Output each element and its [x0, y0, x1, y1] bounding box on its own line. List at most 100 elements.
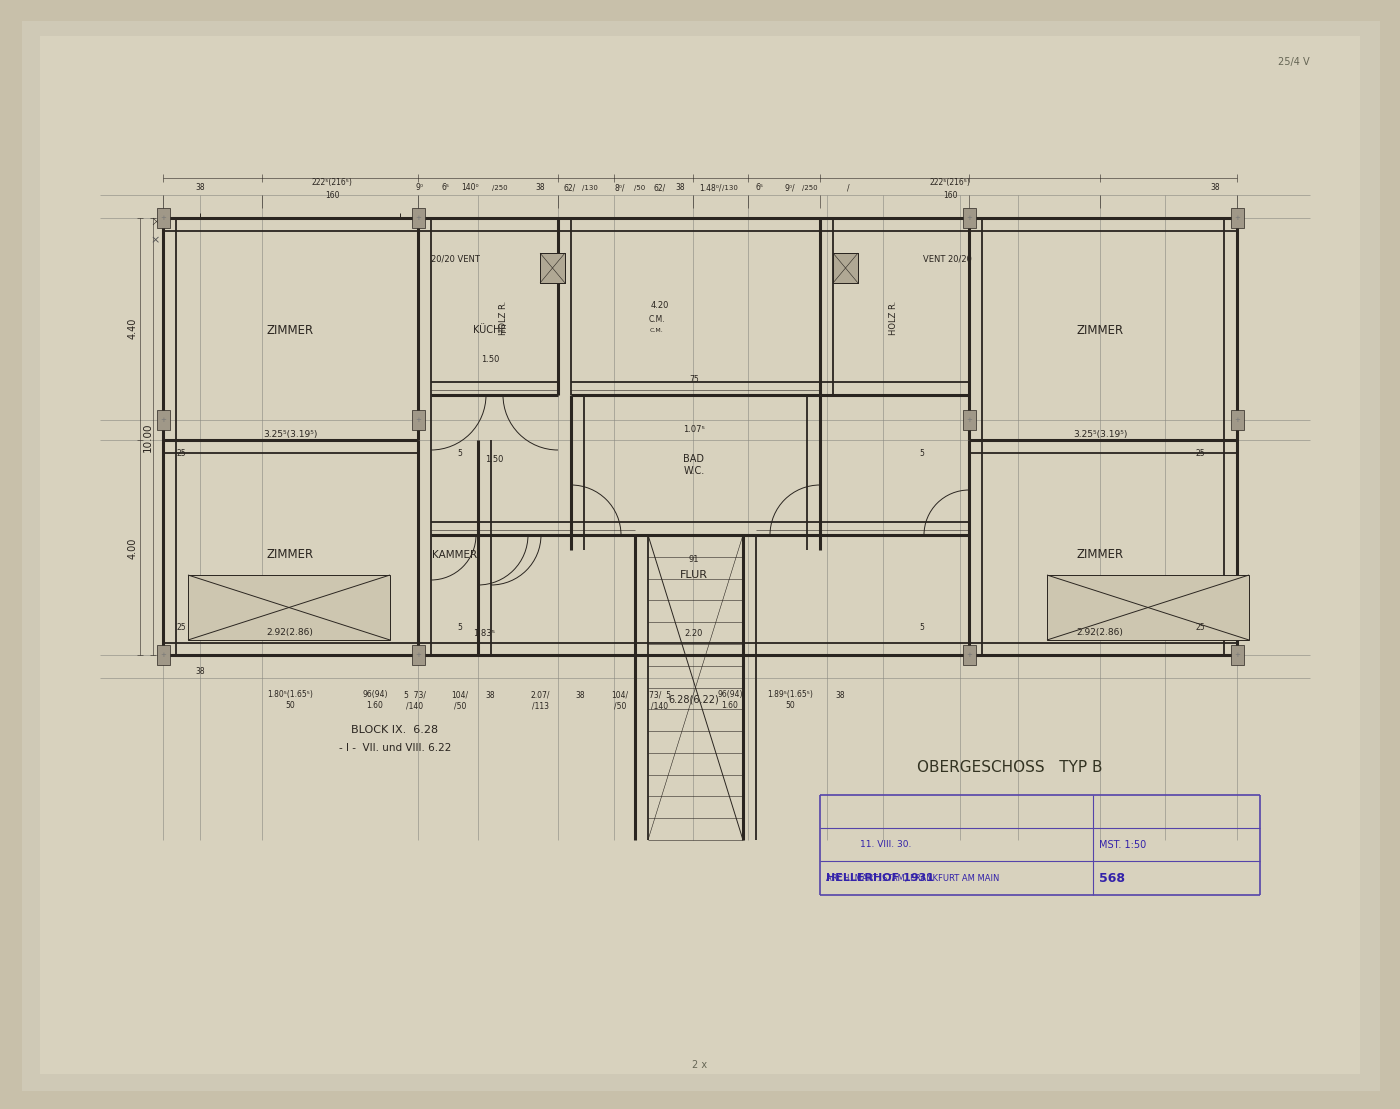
- Text: 5: 5: [920, 448, 924, 458]
- Text: 38: 38: [535, 183, 545, 193]
- Bar: [412, 645, 426, 665]
- Text: 25/4 V: 25/4 V: [1278, 57, 1310, 67]
- Bar: [1231, 645, 1245, 665]
- Text: 38: 38: [195, 668, 204, 676]
- Text: HELLERHOF 1931: HELLERHOF 1931: [826, 873, 934, 883]
- Bar: [1047, 574, 1249, 640]
- Text: OBERGESCHOSS   TYP B: OBERGESCHOSS TYP B: [917, 761, 1103, 775]
- Text: 1.50: 1.50: [484, 456, 503, 465]
- Text: 6.28(6.22): 6.28(6.22): [669, 695, 720, 705]
- Text: 9⁰: 9⁰: [416, 183, 424, 193]
- Text: /50: /50: [634, 185, 645, 191]
- Text: 5: 5: [458, 448, 462, 458]
- Text: FLUR: FLUR: [680, 570, 708, 580]
- Bar: [1231, 208, 1245, 228]
- Bar: [157, 645, 169, 665]
- Text: /140: /140: [651, 702, 669, 711]
- Text: /50: /50: [613, 702, 626, 711]
- Text: +: +: [966, 417, 972, 423]
- Text: - I -  VII. und VIII. 6.22: - I - VII. und VIII. 6.22: [339, 743, 451, 753]
- Text: 75: 75: [689, 376, 699, 385]
- Text: ×: ×: [150, 235, 160, 245]
- Text: 1.07⁵: 1.07⁵: [683, 426, 706, 435]
- Text: C.M.: C.M.: [648, 315, 665, 325]
- Text: 1.89⁵(1.65⁵): 1.89⁵(1.65⁵): [767, 691, 813, 700]
- Text: 104/: 104/: [451, 691, 469, 700]
- Text: 25: 25: [176, 623, 186, 632]
- Bar: [540, 253, 566, 283]
- Text: 73/  5: 73/ 5: [650, 691, 671, 700]
- Text: +: +: [414, 652, 421, 658]
- Text: +: +: [1233, 417, 1240, 423]
- Bar: [540, 253, 566, 283]
- Text: ZIMMER: ZIMMER: [266, 324, 314, 336]
- Bar: [833, 253, 858, 283]
- Text: ZIMMER: ZIMMER: [266, 549, 314, 561]
- Text: ZIMMER: ZIMMER: [1077, 549, 1124, 561]
- Text: 38: 38: [675, 183, 685, 193]
- Text: 96(94): 96(94): [363, 691, 388, 700]
- Text: +: +: [160, 652, 167, 658]
- Text: 222⁵(216⁵): 222⁵(216⁵): [930, 179, 970, 187]
- Text: /: /: [847, 183, 850, 193]
- Text: BAD
W.C.: BAD W.C.: [683, 455, 704, 476]
- Text: 6⁵: 6⁵: [756, 183, 764, 193]
- Text: 38: 38: [486, 691, 494, 700]
- Text: 96(94): 96(94): [717, 691, 743, 700]
- Text: VENT 20/20: VENT 20/20: [923, 254, 972, 264]
- Text: 1.60: 1.60: [721, 702, 738, 711]
- Text: 38: 38: [1210, 183, 1219, 193]
- Text: 25: 25: [176, 448, 186, 458]
- Text: 5: 5: [920, 623, 924, 632]
- Text: /130: /130: [582, 185, 598, 191]
- Text: KAMMER: KAMMER: [433, 550, 477, 560]
- Text: +: +: [1233, 652, 1240, 658]
- Text: 104/: 104/: [612, 691, 629, 700]
- Text: 2.92(2.86): 2.92(2.86): [266, 629, 314, 638]
- Bar: [412, 410, 426, 430]
- Bar: [157, 410, 169, 430]
- Text: 4.40: 4.40: [127, 317, 139, 338]
- Text: 568: 568: [1099, 872, 1124, 885]
- Text: 91: 91: [689, 556, 699, 564]
- Text: 50: 50: [286, 702, 295, 711]
- Text: 9⁰/: 9⁰/: [784, 183, 795, 193]
- Bar: [963, 410, 976, 430]
- Text: 3.25⁵(3.19⁵): 3.25⁵(3.19⁵): [1072, 430, 1127, 439]
- Text: ZIMMER: ZIMMER: [1077, 324, 1124, 336]
- Text: 4.00: 4.00: [127, 538, 139, 559]
- Text: +: +: [1233, 215, 1240, 221]
- Text: +: +: [414, 417, 421, 423]
- Text: 62/: 62/: [564, 183, 577, 193]
- Text: /113: /113: [532, 702, 549, 711]
- Text: 38: 38: [575, 691, 585, 700]
- Text: 2.20: 2.20: [685, 629, 703, 638]
- Text: 222⁵(216⁵): 222⁵(216⁵): [312, 179, 353, 187]
- Text: +: +: [160, 215, 167, 221]
- Text: 1.48⁰/: 1.48⁰/: [699, 183, 721, 193]
- Text: 160: 160: [942, 192, 958, 201]
- Text: 10.00: 10.00: [143, 423, 153, 451]
- Text: 1.50: 1.50: [480, 356, 500, 365]
- Text: HOLZ R.: HOLZ R.: [500, 301, 508, 335]
- Text: 5  73/: 5 73/: [405, 691, 426, 700]
- Text: 50: 50: [785, 702, 795, 711]
- Text: 5: 5: [458, 623, 462, 632]
- Text: 3.25⁵(3.19⁵): 3.25⁵(3.19⁵): [263, 430, 318, 439]
- Bar: [963, 645, 976, 665]
- Bar: [833, 253, 858, 283]
- Text: ARCH. MART. STAM, FRANKFURT AM MAIN: ARCH. MART. STAM, FRANKFURT AM MAIN: [826, 874, 1000, 883]
- Text: C.M.: C.M.: [650, 327, 664, 333]
- Text: 140⁰: 140⁰: [461, 183, 479, 193]
- Bar: [412, 208, 426, 228]
- Text: /50: /50: [454, 702, 466, 711]
- Text: +: +: [966, 215, 972, 221]
- Text: 38: 38: [195, 183, 204, 193]
- Text: 20/20 VENT: 20/20 VENT: [431, 254, 479, 264]
- Text: 25: 25: [1196, 448, 1205, 458]
- Text: 25: 25: [1196, 623, 1205, 632]
- Text: 62/: 62/: [654, 183, 666, 193]
- Text: /140: /140: [406, 702, 424, 711]
- Text: 38: 38: [836, 691, 844, 700]
- Text: /130: /130: [722, 185, 738, 191]
